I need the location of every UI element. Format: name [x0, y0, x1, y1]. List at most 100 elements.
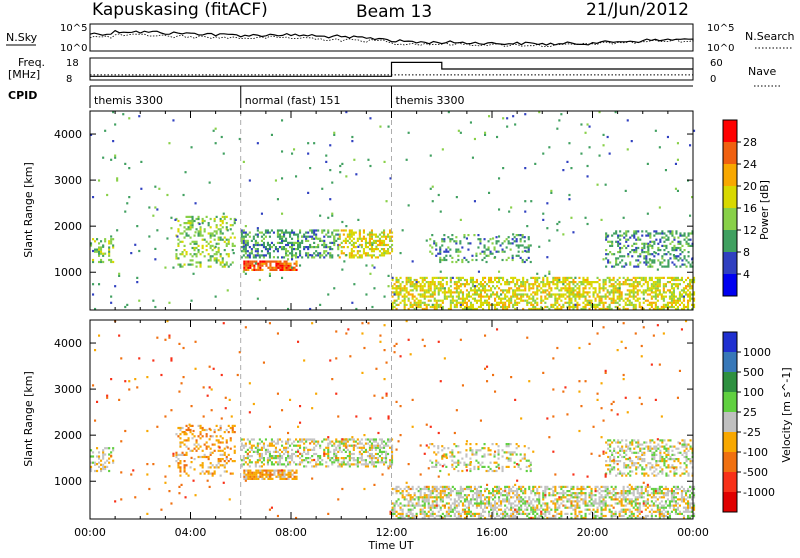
range-cell	[243, 459, 245, 461]
range-cell	[100, 240, 102, 242]
range-cell	[223, 213, 225, 215]
range-cell	[677, 142, 679, 144]
range-cell	[333, 453, 335, 455]
range-cell	[98, 455, 100, 457]
range-cell	[277, 451, 279, 453]
range-cell	[267, 451, 269, 453]
range-cell	[468, 306, 470, 308]
range-cell	[325, 234, 327, 236]
range-cell	[595, 291, 597, 293]
range-cell	[287, 258, 289, 260]
range-cell	[305, 441, 307, 443]
range-cell	[480, 498, 482, 500]
range-cell	[371, 457, 373, 459]
range-cell	[432, 186, 434, 188]
range-cell	[243, 447, 245, 449]
range-cell	[249, 459, 251, 461]
range-cell	[675, 285, 677, 287]
range-cell	[92, 462, 94, 464]
range-cell	[649, 293, 651, 295]
range-cell	[627, 298, 629, 300]
range-cell	[643, 255, 645, 257]
range-cell	[361, 457, 363, 459]
range-cell	[154, 206, 156, 208]
range-cell	[343, 441, 345, 443]
range-cell	[177, 458, 179, 460]
range-cell	[556, 298, 558, 300]
range-cell	[518, 285, 520, 287]
range-cell	[462, 304, 464, 306]
range-cell	[540, 296, 542, 298]
range-cell	[554, 511, 556, 513]
range-cell	[277, 234, 279, 236]
range-cell	[454, 505, 456, 507]
range-cell	[184, 264, 186, 266]
range-cell	[289, 232, 291, 234]
range-cell	[444, 488, 446, 490]
range-cell	[426, 306, 428, 308]
range-cell	[188, 437, 190, 439]
range-cell	[96, 455, 98, 457]
range-cell	[595, 502, 597, 504]
range-cell	[496, 136, 498, 138]
range-cell	[452, 509, 454, 511]
range-cell	[408, 502, 410, 504]
range-cell	[659, 206, 661, 208]
range-cell	[476, 498, 478, 500]
range-cell	[498, 490, 500, 492]
range-cell	[496, 486, 498, 488]
range-cell	[218, 450, 220, 452]
range-cell	[257, 451, 259, 453]
range-cell	[480, 300, 482, 302]
range-cell	[506, 306, 508, 308]
range-cell	[412, 283, 414, 285]
range-cell	[496, 277, 498, 279]
range-cell	[204, 239, 206, 241]
range-cell	[259, 438, 261, 440]
range-cell	[323, 449, 325, 451]
range-cell	[245, 263, 247, 265]
range-cell	[448, 486, 450, 488]
range-cell	[307, 449, 309, 451]
range-cell	[293, 453, 295, 455]
range-cell	[247, 265, 249, 267]
range-cell	[542, 153, 544, 155]
range-cell	[114, 285, 116, 287]
range-cell	[494, 287, 496, 289]
range-cell	[597, 515, 599, 517]
range-cell	[479, 240, 481, 242]
range-cell	[458, 277, 460, 279]
range-cell	[194, 243, 196, 245]
range-cell	[257, 244, 259, 246]
range-cell	[466, 498, 468, 500]
range-cell	[540, 281, 542, 283]
range-cell	[528, 289, 530, 291]
range-cell	[170, 217, 172, 219]
range-cell	[667, 304, 669, 306]
range-cell	[466, 281, 468, 283]
range-cell	[504, 511, 506, 513]
range-cell	[454, 507, 456, 509]
range-cell	[564, 293, 566, 295]
range-cell	[343, 463, 345, 465]
range-cell	[418, 500, 420, 502]
range-cell	[257, 142, 259, 144]
range-cell	[526, 225, 528, 227]
range-cell	[228, 454, 230, 456]
range-cell	[538, 283, 540, 285]
range-cell	[385, 457, 387, 459]
range-cell	[186, 251, 188, 253]
range-cell	[475, 259, 477, 261]
range-cell	[611, 235, 613, 237]
range-cell	[210, 237, 212, 239]
range-cell	[424, 515, 426, 517]
range-cell	[510, 302, 512, 304]
range-cell	[329, 256, 331, 258]
range-cell	[369, 445, 371, 447]
range-cell	[255, 465, 257, 467]
range-cell	[319, 457, 321, 459]
range-cell	[214, 450, 216, 452]
range-cell	[472, 298, 474, 300]
range-cell	[560, 496, 562, 498]
range-cell	[313, 256, 315, 258]
